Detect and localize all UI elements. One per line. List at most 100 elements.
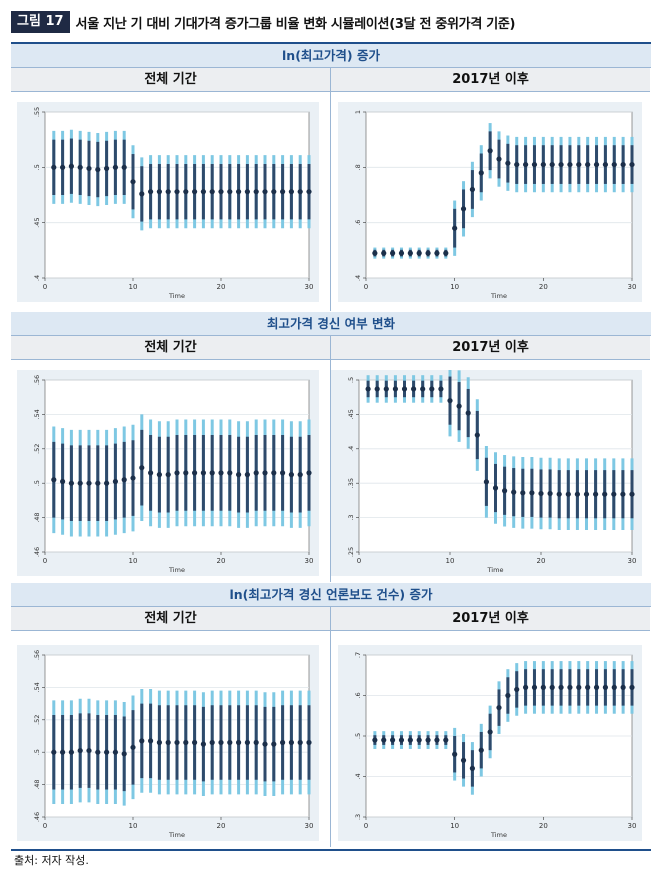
data-point bbox=[576, 161, 582, 168]
data-point bbox=[253, 739, 259, 746]
data-point bbox=[492, 485, 499, 491]
chart-6: .3 .4 .5 .6 .7 0 10 20 30 Time bbox=[354, 652, 637, 839]
data-point bbox=[271, 741, 277, 747]
data-point bbox=[434, 250, 440, 256]
y-tick-label: 1 bbox=[354, 110, 362, 114]
section-2-divider bbox=[330, 336, 331, 582]
data-point bbox=[585, 684, 591, 690]
data-point bbox=[593, 684, 600, 690]
data-point bbox=[262, 741, 268, 747]
data-point bbox=[583, 491, 590, 497]
data-point bbox=[540, 684, 546, 690]
y-tick-label: .6 bbox=[354, 220, 362, 226]
data-point bbox=[478, 170, 484, 176]
x-tick-label: 30 bbox=[305, 283, 314, 291]
data-point bbox=[183, 739, 189, 746]
data-point bbox=[209, 189, 215, 195]
data-point bbox=[288, 189, 294, 195]
data-point bbox=[130, 475, 136, 481]
x-tick-label: 0 bbox=[43, 283, 47, 291]
x-tick-label: 10 bbox=[446, 557, 455, 565]
data-point bbox=[288, 739, 294, 746]
data-point bbox=[549, 684, 555, 690]
data-point bbox=[183, 189, 189, 195]
data-point bbox=[121, 477, 127, 483]
data-point bbox=[244, 189, 250, 195]
x-tick-label: 20 bbox=[217, 822, 226, 830]
y-tick-label: .25 bbox=[347, 547, 355, 557]
data-point bbox=[200, 189, 206, 195]
y-tick-label: .48 bbox=[33, 779, 41, 789]
data-point bbox=[51, 164, 57, 170]
data-point bbox=[443, 737, 449, 743]
data-point bbox=[531, 684, 538, 690]
x-tick-label: 20 bbox=[217, 557, 226, 565]
y-tick-label: .54 bbox=[33, 409, 41, 419]
data-point bbox=[77, 747, 83, 754]
data-point bbox=[271, 470, 277, 476]
section-3-left-header: 전체 기간 bbox=[11, 607, 330, 631]
data-point bbox=[565, 491, 571, 497]
x-axis-title: Time bbox=[487, 566, 504, 574]
figure-header: 그림 17 서울 지난 기 대비 기대가격 증가그룹 비율 변화 시뮬레이션(3… bbox=[11, 10, 515, 34]
data-point bbox=[139, 465, 145, 471]
data-point bbox=[549, 161, 555, 168]
data-point bbox=[227, 739, 233, 746]
x-axis-title: Time bbox=[168, 292, 185, 300]
data-point bbox=[593, 161, 600, 168]
data-point bbox=[51, 477, 57, 483]
data-point bbox=[478, 747, 484, 753]
data-point bbox=[218, 189, 224, 195]
data-point bbox=[383, 386, 389, 392]
data-point bbox=[496, 705, 502, 711]
data-point bbox=[174, 739, 180, 746]
data-point bbox=[297, 739, 303, 746]
data-point bbox=[60, 164, 66, 170]
x-axis-title: Time bbox=[168, 566, 185, 574]
data-point bbox=[200, 741, 206, 747]
y-tick-label: .54 bbox=[33, 682, 41, 692]
x-tick-label: 0 bbox=[43, 822, 47, 830]
x-tick-label: 0 bbox=[43, 557, 47, 565]
data-point bbox=[192, 470, 198, 476]
source-note: 출처: 저자 작성. bbox=[14, 854, 89, 867]
data-point bbox=[593, 491, 599, 497]
chart-5: .46 .48 .5 .52 .54 .56 0 10 20 30 Time bbox=[33, 650, 313, 839]
x-axis-title: Time bbox=[490, 831, 507, 839]
data-point bbox=[148, 470, 154, 476]
data-point bbox=[452, 751, 458, 757]
data-point bbox=[538, 490, 544, 497]
data-point bbox=[68, 749, 74, 755]
data-point bbox=[244, 472, 250, 478]
y-tick-label: .4 bbox=[33, 275, 41, 281]
data-point bbox=[95, 480, 101, 486]
y-tick-label: .56 bbox=[33, 650, 41, 660]
data-point bbox=[620, 161, 626, 168]
y-tick-label: .3 bbox=[347, 514, 355, 520]
y-tick-label: .52 bbox=[33, 715, 41, 725]
x-axis-title: Time bbox=[168, 831, 185, 839]
data-point bbox=[558, 161, 564, 168]
x-tick-label: 10 bbox=[129, 557, 138, 565]
section-2-title: 최고가격 경신 여부 변화 bbox=[11, 312, 651, 336]
data-point bbox=[165, 189, 171, 195]
x-tick-label: 10 bbox=[129, 283, 138, 291]
y-tick-label: .5 bbox=[347, 377, 355, 383]
data-point bbox=[487, 729, 493, 735]
data-point bbox=[253, 470, 259, 476]
data-point bbox=[130, 179, 136, 185]
y-tick-label: .4 bbox=[347, 446, 355, 452]
data-point bbox=[365, 386, 371, 392]
section-1-right-header: 2017년 이후 bbox=[331, 68, 650, 92]
data-point bbox=[407, 250, 413, 256]
x-tick-label: 30 bbox=[628, 822, 637, 830]
data-point bbox=[262, 470, 268, 476]
y-tick-label: .5 bbox=[33, 480, 41, 486]
data-point bbox=[540, 161, 546, 168]
data-point bbox=[514, 161, 520, 168]
data-point bbox=[209, 470, 215, 476]
data-point bbox=[401, 386, 408, 392]
y-tick-label: .4 bbox=[354, 773, 362, 779]
data-point bbox=[192, 739, 198, 746]
data-point bbox=[567, 684, 573, 690]
